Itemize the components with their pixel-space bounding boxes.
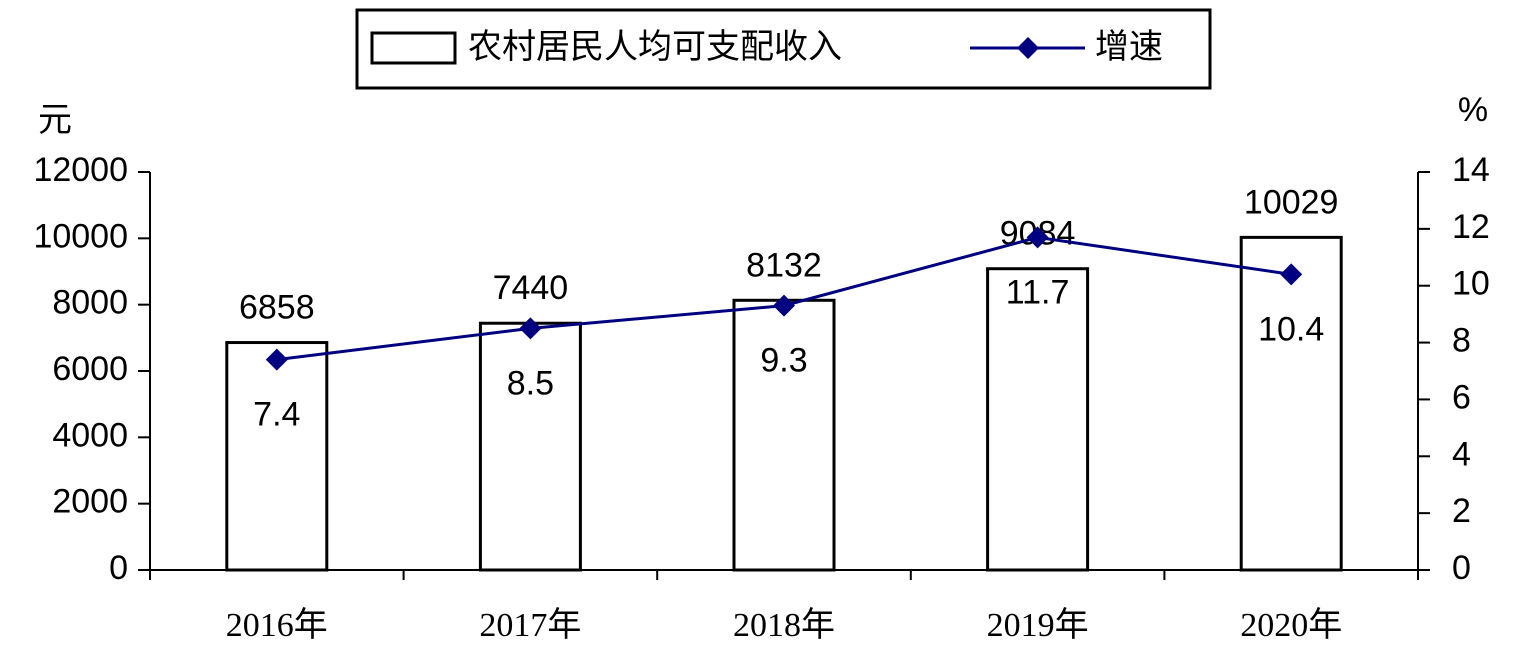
y-tick-label: 4000 [52, 416, 128, 454]
y2-axis-unit: % [1458, 91, 1488, 129]
bar-value-label: 6858 [239, 289, 315, 327]
y2-tick-label: 10 [1452, 265, 1490, 303]
y-tick-label: 2000 [52, 483, 128, 521]
y2-tick-label: 4 [1452, 435, 1471, 473]
line-marker [265, 348, 288, 371]
y2-tick-label: 14 [1452, 151, 1490, 189]
y2-tick-label: 2 [1452, 492, 1471, 530]
x-tick-label: 2019年 [987, 606, 1089, 644]
y-tick-label: 12000 [33, 151, 128, 189]
y-tick-label: 0 [109, 549, 128, 587]
y2-tick-label: 8 [1452, 322, 1471, 360]
line-marker [1280, 263, 1303, 286]
bar [478, 321, 582, 572]
legend-label: 农村居民人均可支配收入 [468, 28, 842, 66]
bar [225, 341, 329, 572]
y-axis-unit: 元 [38, 101, 72, 139]
y-tick-label: 6000 [52, 350, 128, 388]
y-tick-label: 8000 [52, 284, 128, 322]
legend-label: 增速 [1095, 28, 1163, 66]
y2-tick-label: 0 [1452, 549, 1471, 587]
y2-tick-label: 12 [1452, 208, 1490, 246]
line-marker [773, 294, 795, 317]
line-value-label: 8.5 [507, 364, 554, 402]
bar [732, 298, 836, 572]
bar-value-label: 8132 [746, 246, 822, 284]
x-tick-label: 2016年 [226, 606, 328, 644]
line-value-label: 9.3 [760, 342, 807, 380]
y2-tick-label: 6 [1452, 378, 1471, 416]
bar-value-label: 7440 [493, 269, 569, 307]
bar [986, 267, 1090, 572]
bar-value-label: 10029 [1244, 183, 1339, 221]
y-tick-label: 10000 [33, 217, 128, 255]
line-marker [519, 317, 542, 340]
line-marker [1026, 226, 1049, 249]
x-tick-label: 2018年 [733, 606, 835, 644]
x-tick-label: 2017年 [479, 606, 581, 644]
line-value-label: 10.4 [1258, 310, 1324, 348]
line-value-label: 7.4 [253, 396, 300, 434]
bar [1239, 235, 1343, 572]
legend-swatch [370, 31, 457, 65]
line-value-label: 11.7 [1006, 273, 1070, 311]
legend-marker [1017, 37, 1039, 59]
x-tick-label: 2020年 [1240, 606, 1342, 644]
